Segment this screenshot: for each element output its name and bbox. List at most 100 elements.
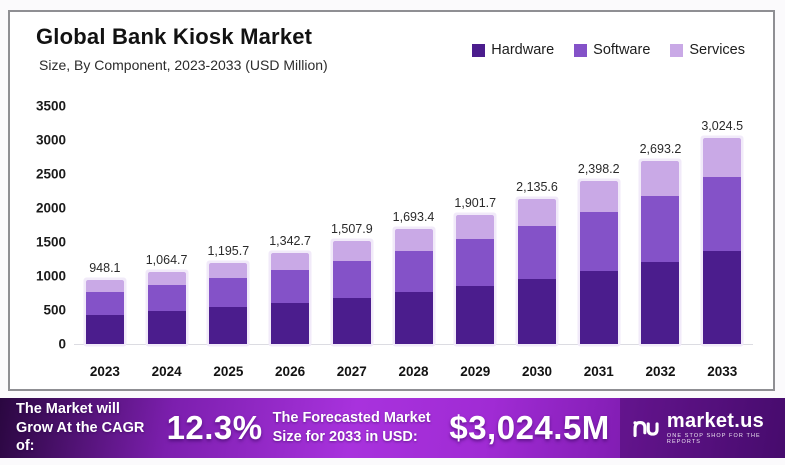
bar-value-label: 1,342.7	[269, 233, 311, 248]
segment-services	[703, 138, 742, 178]
x-tick-label: 2033	[707, 364, 738, 379]
bar-column-2027: 1,507.9	[321, 106, 383, 344]
legend-item-services: Services	[670, 42, 745, 58]
stacked-bar	[518, 198, 556, 344]
x-tick-label: 2025	[213, 364, 244, 379]
forecast-label: The Forecasted Market Size for 2033 in U…	[272, 410, 431, 445]
y-tick-label: 2000	[35, 200, 66, 216]
hardware-swatch-icon	[472, 43, 486, 57]
cagr-value: 12.3%	[166, 409, 263, 446]
segment-hardware	[641, 261, 680, 344]
bar-value-label: 1,195.7	[207, 243, 250, 258]
software-swatch-icon	[574, 43, 588, 57]
segment-services	[332, 241, 371, 261]
bar-column-2031: 2,398.2	[568, 106, 630, 344]
bar-column-2024: 1,064.7	[136, 106, 198, 344]
segment-software	[456, 239, 495, 286]
y-tick-label: 500	[43, 302, 66, 318]
segment-software	[703, 177, 742, 252]
chart-card: Global Bank Kiosk Market Size, By Compon…	[8, 10, 775, 391]
stacked-bar	[703, 138, 742, 344]
bar-value-label: 1,693.4	[392, 209, 435, 224]
segment-hardware	[271, 302, 310, 344]
stacked-bar	[271, 252, 310, 344]
segment-software	[209, 278, 248, 308]
logo-text: market.us ONE STOP SHOP FOR THE REPORTS	[667, 411, 771, 445]
x-tick-label: 2024	[151, 364, 182, 379]
cagr-label: The Market will Grow At the CAGR of:	[16, 400, 145, 455]
bar-column-2026: 1,342.7	[259, 106, 321, 344]
bar-column-2029: 1,901.7	[444, 106, 506, 344]
bar-column-2032: 2,693.2	[630, 106, 692, 344]
services-swatch-icon	[670, 43, 684, 57]
segment-software	[147, 285, 186, 312]
segment-software	[271, 270, 310, 303]
segment-services	[271, 252, 310, 271]
x-axis: 2023 2024 2025 2026 2027 2028 2029 2030 2031 2032…	[74, 364, 753, 379]
bar-column-2025: 1,195.7	[197, 106, 259, 344]
segment-hardware	[703, 251, 742, 344]
segment-hardware	[332, 297, 371, 344]
x-tick-label: 2023	[89, 364, 120, 379]
segment-hardware	[147, 311, 186, 344]
legend-label: Hardware	[491, 42, 555, 58]
segment-services	[85, 279, 124, 292]
stacked-bar	[147, 271, 186, 344]
cagr-banner: The Market will Grow At the CAGR of: 12.…	[0, 398, 785, 458]
stacked-bar	[641, 160, 680, 344]
legend-label: Services	[689, 42, 745, 58]
x-tick-label: 2030	[521, 364, 553, 379]
segment-services	[456, 214, 495, 240]
logo-name: market.us	[666, 410, 765, 432]
x-tick-label: 2032	[645, 364, 676, 379]
forecast-value: $3,024.5M	[449, 409, 610, 446]
y-tick-label: 1500	[35, 234, 66, 250]
bar-column-2028: 1,693.4	[383, 106, 445, 344]
page-title: Global Bank Kiosk Market	[36, 24, 313, 49]
x-tick-label: 2026	[275, 364, 306, 379]
segment-software	[85, 291, 124, 315]
stacked-bar	[456, 214, 495, 344]
marketus-logo: market.us ONE STOP SHOP FOR THE REPORTS	[619, 398, 785, 458]
stacked-bar	[209, 262, 248, 344]
bar-value-label: 2,693.2	[639, 141, 682, 156]
x-tick-label: 2031	[583, 364, 614, 379]
stacked-bar	[394, 228, 433, 344]
segment-hardware	[518, 278, 556, 344]
segment-software	[394, 250, 433, 293]
x-tick-label: 2029	[460, 364, 491, 379]
y-tick-label: 1000	[35, 268, 66, 284]
legend-label: Software	[593, 42, 651, 58]
segment-hardware	[394, 292, 433, 344]
bar-value-label: 2,135.6	[516, 179, 558, 194]
segment-hardware	[209, 307, 248, 344]
segment-services	[641, 160, 680, 196]
bar-value-label: 2,398.2	[577, 161, 620, 176]
y-tick-label: 2500	[35, 166, 66, 182]
bar-value-label: 1,901.7	[454, 195, 497, 210]
bar-value-label: 3,024.5	[701, 119, 744, 134]
bar-column-2033: 3,024.5	[691, 106, 753, 344]
chart-subtitle: Size, By Component, 2023-2033 (USD Milli…	[39, 57, 328, 73]
segment-hardware	[579, 270, 618, 344]
y-tick-label: 3000	[35, 132, 66, 148]
bar-value-label: 1,064.7	[145, 252, 188, 267]
bar-series: 948.1 1,064.7 1,195.7 1,342.7 1,507.9 1,693.4…	[74, 106, 753, 344]
segment-software	[641, 195, 680, 262]
legend: Hardware Software Services	[472, 42, 745, 58]
x-tick-label: 2028	[398, 364, 429, 379]
legend-item-hardware: Hardware	[472, 42, 554, 58]
segment-hardware	[85, 315, 124, 344]
y-axis: 0 500 1000 1500 2000 2500 3000 3500	[22, 99, 66, 352]
segment-hardware	[456, 285, 495, 344]
logo-tagline: ONE STOP SHOP FOR THE REPORTS	[666, 433, 761, 445]
segment-services	[518, 198, 556, 227]
stacked-bar	[332, 241, 371, 344]
bar-value-label: 948.1	[89, 260, 121, 275]
x-tick-label: 2027	[336, 364, 367, 379]
y-tick-label: 3500	[35, 98, 66, 114]
segment-services	[394, 228, 433, 251]
stacked-bar	[579, 180, 618, 344]
legend-item-software: Software	[574, 42, 650, 58]
segment-software	[579, 211, 618, 271]
